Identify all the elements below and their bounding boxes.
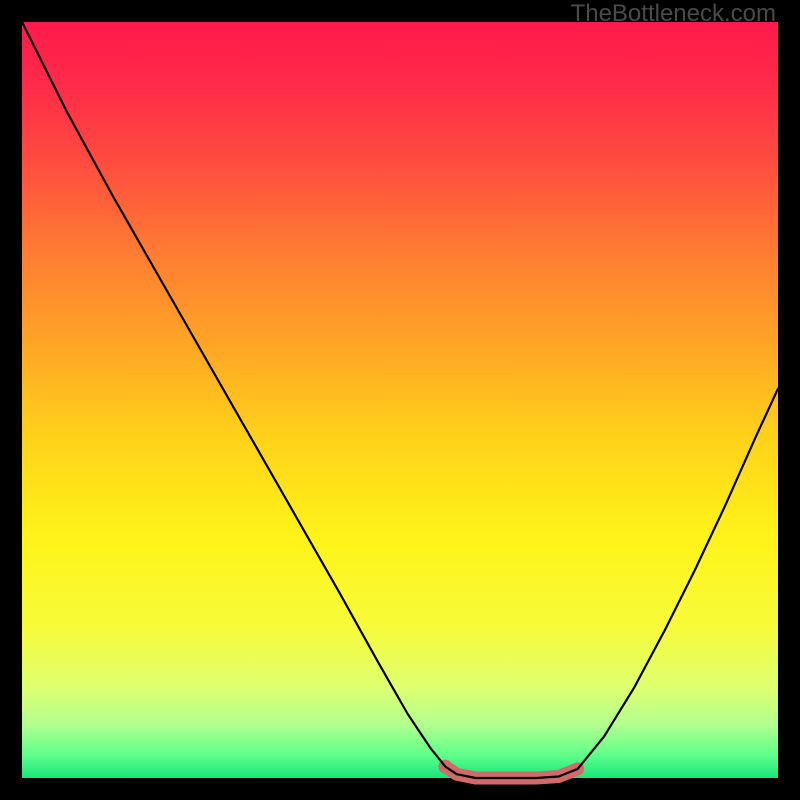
plot-background xyxy=(22,22,778,778)
bottleneck-curve-chart xyxy=(0,0,800,800)
border-bottom xyxy=(0,778,800,800)
border-left xyxy=(0,0,22,800)
border-right xyxy=(778,0,800,800)
watermark-text: TheBottleneck.com xyxy=(571,0,776,28)
chart-frame: TheBottleneck.com xyxy=(0,0,800,800)
